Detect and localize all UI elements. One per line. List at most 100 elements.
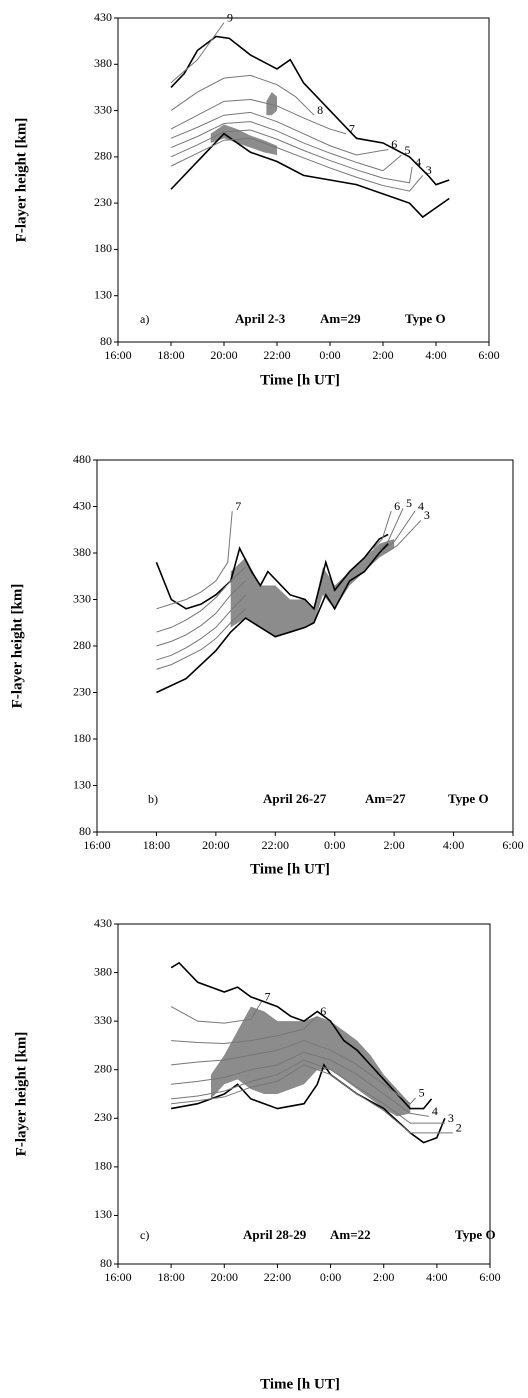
x-tick-label: 4:00 [426, 1270, 447, 1284]
contour-label: 2 [456, 1121, 462, 1135]
contour-line [156, 510, 392, 633]
contour-label: 5 [406, 496, 412, 510]
y-tick-label: 480 [73, 452, 91, 466]
boundary-line [170, 132, 450, 219]
contour-label: 5 [419, 1086, 425, 1100]
y-tick-label: 230 [73, 684, 91, 698]
x-tick-label: 22:00 [262, 838, 289, 852]
x-tick-label: 0:00 [324, 838, 345, 852]
x-axis-title: Time [h UT] [260, 1376, 340, 1392]
y-tick-label: 330 [94, 102, 112, 116]
contour-label: 3 [424, 508, 430, 522]
x-tick-label: 6:00 [502, 838, 523, 852]
x-tick-label: 2:00 [383, 838, 404, 852]
y-axis-title: F-layer height [km] [13, 118, 29, 243]
contour-label: 6 [394, 499, 400, 513]
contour-label: 3 [448, 1111, 454, 1125]
y-tick-label: 80 [100, 334, 112, 348]
contour-line [171, 1059, 445, 1124]
annotation: b) [148, 792, 158, 806]
x-tick-label: 18:00 [157, 348, 184, 362]
shaded-region [230, 539, 395, 637]
y-tick-label: 430 [94, 10, 112, 24]
contour-line [171, 1040, 416, 1105]
y-tick-label: 230 [94, 1110, 112, 1124]
contour-label: 7 [349, 121, 355, 135]
contour-label: 9 [227, 10, 233, 24]
y-tick-label: 180 [94, 241, 112, 255]
contour-label: 7 [264, 989, 270, 1003]
y-tick-label: 230 [94, 195, 112, 209]
x-tick-label: 2:00 [372, 348, 393, 362]
contour-line [156, 508, 404, 647]
contour-line [170, 129, 413, 184]
annotation: Am=29 [320, 311, 361, 326]
annotation: Am=22 [330, 1227, 371, 1242]
y-tick-label: 280 [94, 149, 112, 163]
y-tick-label: 180 [73, 731, 91, 745]
x-tick-label: 16:00 [104, 1270, 131, 1284]
contour-label: 3 [426, 163, 432, 177]
annotation: a) [140, 312, 149, 326]
x-tick-label: 0:00 [320, 1270, 341, 1284]
x-tick-label: 18:00 [143, 838, 170, 852]
x-tick-label: 0:00 [319, 348, 340, 362]
y-axis-title: F-layer height [km] [13, 1032, 29, 1157]
contour-line [171, 1015, 318, 1044]
x-tick-label: 20:00 [211, 1270, 238, 1284]
x-tick-label: 4:00 [443, 838, 464, 852]
contour-label: 6 [320, 1004, 326, 1018]
y-tick-label: 330 [73, 591, 91, 605]
contour-line [170, 111, 389, 156]
x-tick-label: 16:00 [83, 838, 110, 852]
contour-line [170, 98, 347, 135]
x-tick-label: 20:00 [202, 838, 229, 852]
x-tick-label: 16:00 [104, 348, 131, 362]
annotation: Type O [405, 311, 446, 326]
boundary-line [170, 35, 450, 186]
contour-line [170, 137, 424, 192]
y-tick-label: 130 [94, 287, 112, 301]
plot-frame [117, 923, 491, 1265]
contour-line [156, 520, 422, 670]
boundary-line [155, 533, 389, 611]
boundary-line [156, 543, 389, 694]
x-tick-label: 18:00 [157, 1270, 184, 1284]
annotation: Type O [455, 1227, 496, 1242]
contour-label: 4 [418, 499, 424, 513]
y-tick-label: 430 [73, 498, 91, 512]
contour-line [170, 22, 225, 84]
contour-label: 6 [391, 137, 397, 151]
contour-label: 7 [235, 499, 241, 513]
y-tick-label: 280 [73, 638, 91, 652]
x-tick-label: 22:00 [263, 348, 290, 362]
x-tick-label: 4:00 [425, 348, 446, 362]
y-tick-label: 430 [94, 916, 112, 930]
contour-line [170, 74, 315, 116]
x-tick-label: 6:00 [479, 1270, 500, 1284]
annotation: Type O [448, 791, 489, 806]
x-axis-title: Time [h UT] [250, 861, 330, 877]
y-tick-label: 380 [73, 545, 91, 559]
shaded-region [210, 124, 277, 156]
plot-frame [96, 459, 514, 833]
annotation: April 26-27 [263, 791, 327, 806]
contour-line [171, 1064, 453, 1134]
contour-line [156, 510, 416, 661]
annotation: c) [140, 1228, 149, 1242]
x-tick-label: 2:00 [373, 1270, 394, 1284]
x-axis-title: Time [h UT] [260, 372, 340, 388]
y-tick-label: 180 [94, 1159, 112, 1173]
annotation: April 28-29 [243, 1227, 307, 1242]
y-tick-label: 130 [94, 1207, 112, 1221]
y-tick-label: 80 [79, 824, 91, 838]
y-tick-label: 380 [94, 56, 112, 70]
y-axis-title: F-layer height [km] [9, 584, 25, 709]
contour-label: 4 [432, 1104, 438, 1118]
y-tick-label: 280 [94, 1061, 112, 1075]
contour-line [156, 511, 233, 610]
y-tick-label: 380 [94, 964, 112, 978]
x-tick-label: 20:00 [210, 348, 237, 362]
x-tick-label: 22:00 [264, 1270, 291, 1284]
